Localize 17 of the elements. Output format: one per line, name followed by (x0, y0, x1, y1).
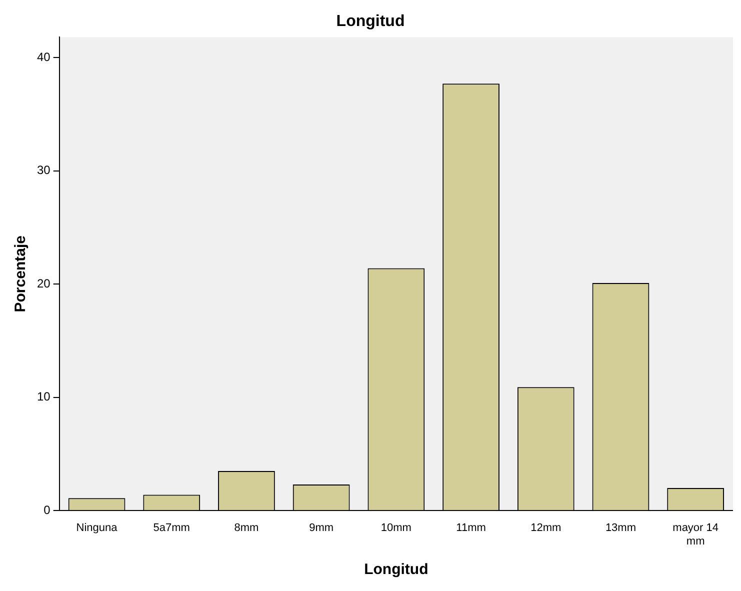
y-axis-title: Porcentaje (12, 236, 30, 312)
y-tick-label: 0 (44, 502, 51, 517)
x-tick-label: 8mm (234, 522, 259, 534)
y-tick-label: 40 (36, 50, 51, 64)
x-tick-label: 12mm (530, 522, 562, 534)
x-tick-label: 10mm (380, 522, 412, 534)
x-tick-label: Ninguna (76, 522, 118, 534)
x-tick-label: 11mm (456, 522, 486, 534)
x-tick-label: 5a7mm (153, 522, 190, 534)
chart-title: Longitud (336, 13, 405, 30)
y-tick-label: 10 (36, 390, 51, 404)
x-tick-label: mayor 14 mm (672, 522, 719, 548)
x-axis-title: Longitud (364, 561, 428, 578)
y-tick-label: 20 (36, 276, 51, 290)
x-tick-label: 13mm (605, 522, 636, 534)
y-tick-label: 30 (36, 163, 51, 178)
x-tick-label: 9mm (309, 522, 334, 534)
